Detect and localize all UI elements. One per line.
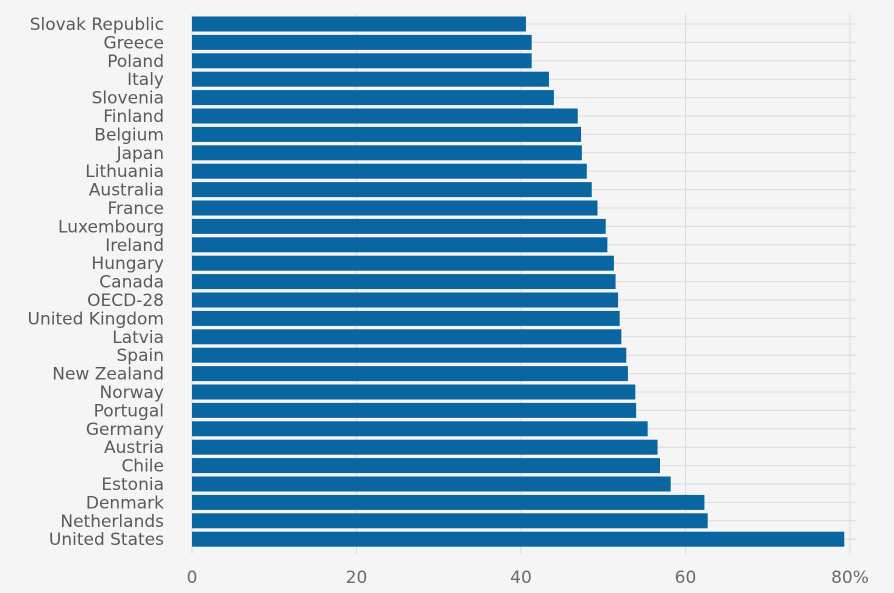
bar bbox=[192, 347, 627, 363]
category-label: Germany bbox=[86, 420, 164, 440]
category-label: OECD-28 bbox=[87, 291, 164, 311]
bar bbox=[192, 494, 705, 510]
bar bbox=[192, 274, 616, 290]
category-label: Denmark bbox=[86, 493, 164, 513]
category-label: Poland bbox=[107, 52, 164, 72]
bar bbox=[192, 71, 549, 87]
category-label: Spain bbox=[117, 346, 165, 366]
bar bbox=[192, 218, 606, 234]
category-label: United States bbox=[49, 530, 164, 550]
category-label: Belgium bbox=[94, 125, 164, 145]
category-label: Portugal bbox=[94, 401, 164, 421]
bar bbox=[192, 182, 592, 198]
bar bbox=[192, 53, 532, 69]
category-label: Latvia bbox=[112, 328, 164, 348]
category-label: France bbox=[107, 199, 164, 219]
category-label: Ireland bbox=[105, 236, 164, 256]
bar bbox=[192, 310, 620, 326]
category-label: Norway bbox=[100, 383, 165, 403]
bar bbox=[192, 402, 637, 418]
category-label: Chile bbox=[121, 457, 164, 477]
bar bbox=[192, 458, 661, 474]
category-label: Hungary bbox=[91, 254, 164, 274]
category-label: Greece bbox=[103, 33, 164, 53]
bar bbox=[192, 531, 845, 547]
bar bbox=[192, 200, 598, 216]
bars bbox=[192, 16, 845, 547]
bar bbox=[192, 439, 658, 455]
category-label: United Kingdom bbox=[28, 309, 164, 329]
category-label: Slovak Republic bbox=[30, 15, 164, 35]
bar bbox=[192, 421, 648, 437]
category-label: Italy bbox=[127, 70, 164, 90]
bar bbox=[192, 366, 628, 382]
x-tick-label: 80% bbox=[831, 568, 869, 588]
bar bbox=[192, 384, 636, 400]
category-label: Canada bbox=[99, 273, 164, 293]
x-tick-labels: 0 20 40 60 80% bbox=[187, 568, 869, 588]
bar bbox=[192, 34, 532, 50]
bar bbox=[192, 126, 582, 142]
bar bbox=[192, 108, 578, 124]
bar bbox=[192, 255, 614, 271]
category-label: Australia bbox=[89, 181, 164, 201]
bar bbox=[192, 16, 526, 32]
category-label: Estonia bbox=[101, 475, 164, 495]
category-label: Luxembourg bbox=[58, 217, 164, 237]
x-tick-label: 60 bbox=[675, 568, 697, 588]
category-label: Japan bbox=[116, 144, 164, 164]
category-label: Lithuania bbox=[85, 162, 164, 182]
category-labels: Slovak RepublicGreecePolandItalySlovenia… bbox=[28, 15, 165, 550]
category-label: New Zealand bbox=[52, 365, 164, 385]
bar bbox=[192, 90, 554, 106]
category-label: Austria bbox=[104, 438, 164, 458]
x-tick-label: 40 bbox=[510, 568, 532, 588]
x-tick-label: 0 bbox=[187, 568, 198, 588]
category-label: Finland bbox=[103, 107, 164, 127]
bar bbox=[192, 513, 708, 529]
bar bbox=[192, 329, 622, 345]
bar bbox=[192, 476, 671, 492]
bar bbox=[192, 145, 582, 161]
category-label: Netherlands bbox=[60, 512, 164, 532]
bar bbox=[192, 237, 608, 253]
bar bbox=[192, 163, 587, 179]
x-tick-label: 20 bbox=[346, 568, 368, 588]
category-label: Slovenia bbox=[92, 89, 164, 109]
bar bbox=[192, 292, 619, 308]
